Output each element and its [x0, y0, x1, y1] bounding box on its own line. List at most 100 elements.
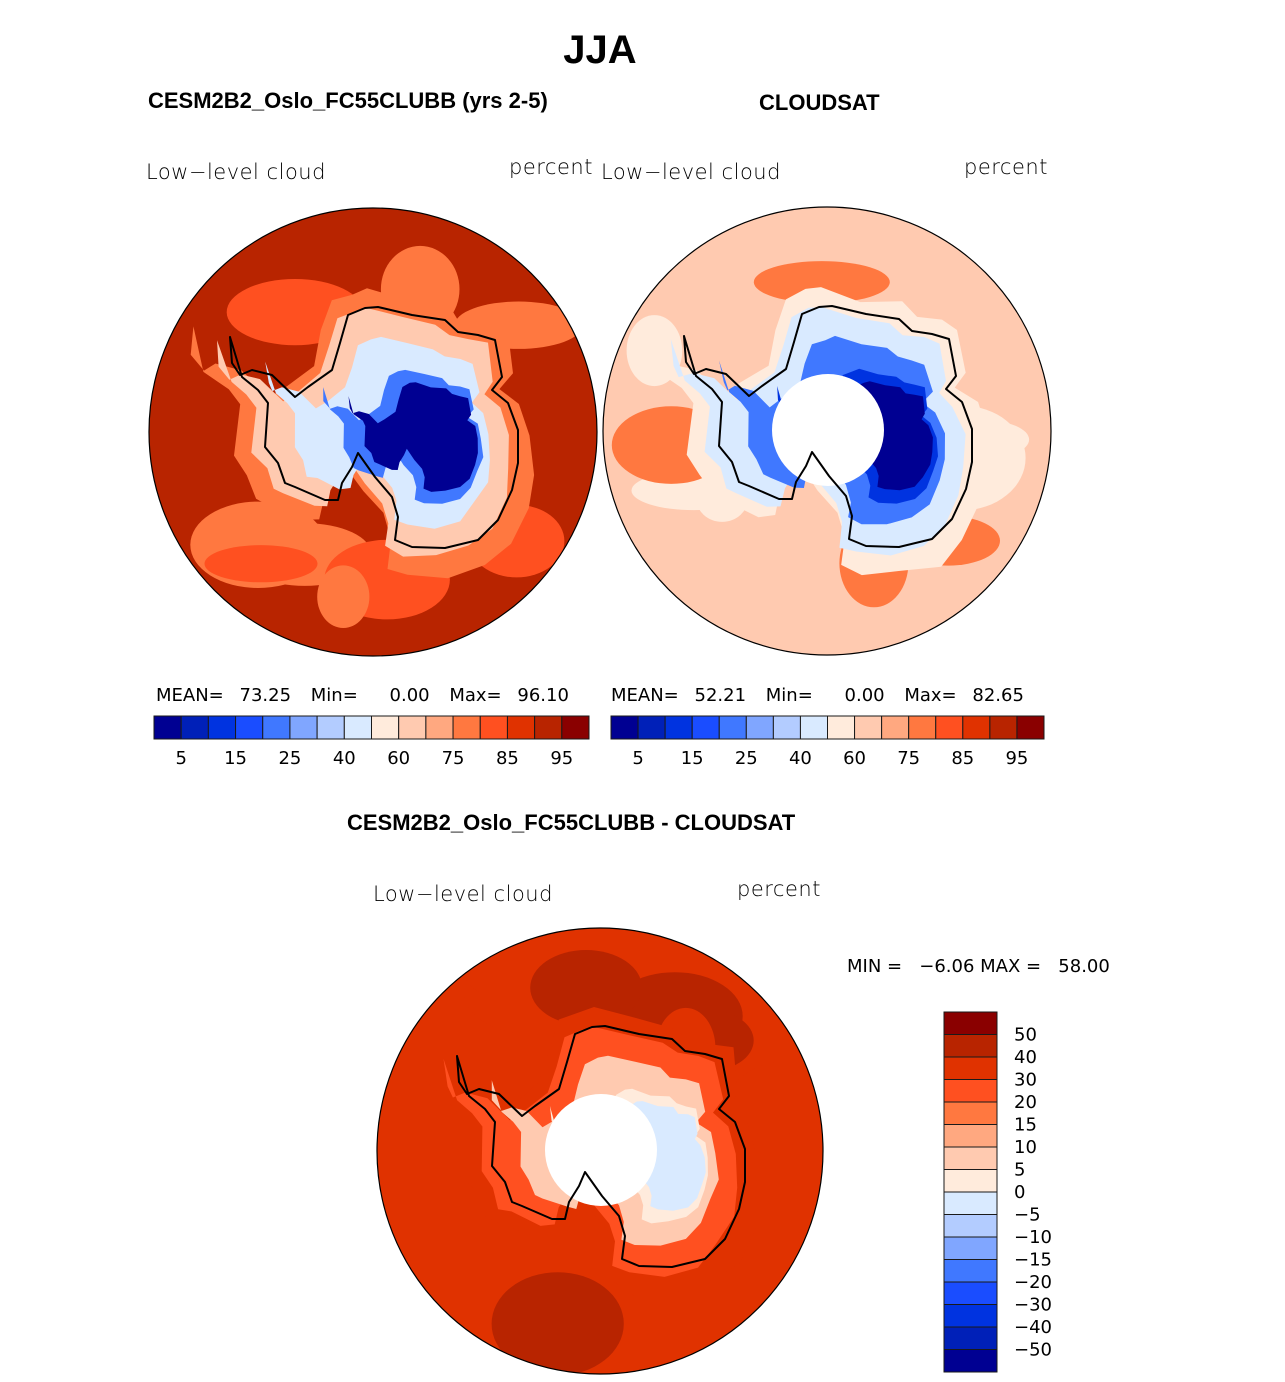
- colorbar-box: [343, 715, 372, 740]
- colorbar-model: 5 15 25 40 60 75 85 95: [153, 715, 590, 769]
- colorbar-box: [262, 715, 291, 740]
- colorbar-tick-label: 85: [951, 748, 974, 769]
- map-boundary-model: [148, 207, 598, 657]
- colorbar-tick-label: −30: [1014, 1295, 1052, 1316]
- colorbar-box: [316, 715, 345, 740]
- panel-title-model: CESM2B2_Oslo_FC55CLUBB (yrs 2-5): [148, 88, 548, 113]
- colorbar-box: [943, 1079, 998, 1103]
- colorbar-tick-label: 25: [735, 748, 758, 769]
- max-label: Max=: [904, 685, 957, 706]
- colorbar-tick-label: 60: [843, 748, 866, 769]
- variable-label-diff: Low−level cloud: [373, 882, 553, 906]
- min-label: Min=: [310, 685, 358, 706]
- colorbar-box: [425, 715, 454, 740]
- colorbar-box: [943, 1281, 998, 1305]
- colorbar-tick-label: 20: [1014, 1092, 1037, 1113]
- units-label-model: percent: [509, 155, 593, 179]
- colorbar-box: [561, 715, 590, 740]
- colorbar-obs: 5 15 25 40 60 75 85 95: [610, 715, 1045, 769]
- figure-title: JJA: [563, 28, 637, 72]
- colorbar-box: [827, 715, 856, 740]
- units-label-obs: percent: [964, 155, 1048, 179]
- map-boundary-obs: [602, 206, 1052, 656]
- colorbar-box: [772, 715, 801, 740]
- colorbar-box: [180, 715, 209, 740]
- coastline-model: [229, 306, 519, 549]
- min-value: 0.00: [844, 685, 885, 706]
- min-value: 0.00: [389, 685, 430, 706]
- colorbar-tick-label: 25: [278, 748, 301, 769]
- colorbar-box: [452, 715, 481, 740]
- colorbar-box: [207, 715, 237, 740]
- colorbar-box: [943, 1349, 998, 1373]
- colorbar-tick-label: 5: [175, 748, 186, 769]
- max-value: 96.10: [517, 685, 569, 706]
- coastline-obs: [683, 305, 973, 548]
- colorbar-box: [691, 715, 720, 740]
- field-patch: [491, 1272, 624, 1374]
- mean-label: MEAN=: [611, 685, 679, 706]
- colorbar-box: [943, 1124, 998, 1148]
- max-label: Max=: [449, 685, 502, 706]
- colorbar-box: [935, 715, 964, 740]
- colorbar-box: [943, 1056, 998, 1080]
- colorbar-tick-label: 40: [789, 748, 812, 769]
- stats-model: MEAN= 73.25 Min= 0.00 Max= 96.10: [156, 685, 569, 706]
- polar-data-gap: [545, 1094, 657, 1206]
- colorbar-tick-label: 95: [1005, 748, 1028, 769]
- min-label: Min=: [765, 685, 813, 706]
- colorbar-box: [943, 1236, 998, 1260]
- colorbar-box: [854, 715, 883, 740]
- colorbar-tick-label: 5: [1014, 1160, 1025, 1181]
- field-patch: [317, 565, 370, 628]
- map-obs: [603, 207, 1051, 655]
- colorbar-box: [371, 715, 400, 740]
- colorbar-tick-label: −15: [1014, 1250, 1052, 1271]
- colorbar-tick-label: 75: [897, 748, 920, 769]
- colorbar-box: [718, 715, 747, 740]
- colorbar-box: [881, 715, 910, 740]
- colorbar-box: [943, 1169, 998, 1193]
- colorbar-tick-label: 95: [550, 748, 573, 769]
- colorbar-tick-label: 15: [681, 748, 704, 769]
- colorbar-tick-label: −50: [1014, 1340, 1052, 1361]
- colorbar-box: [943, 1146, 998, 1170]
- colorbar-tick-label: 85: [496, 748, 519, 769]
- colorbar-box: [943, 1034, 998, 1058]
- colorbar-tick-label: 0: [1014, 1182, 1025, 1203]
- stats-diff: MIN = −6.06 MAX = 58.00: [847, 956, 1110, 977]
- colorbar-tick-label: −10: [1014, 1227, 1052, 1248]
- colorbar-box: [235, 715, 264, 740]
- colorbar-box: [534, 715, 563, 740]
- field-patch: [530, 950, 642, 1026]
- colorbar-tick-label: 75: [442, 748, 465, 769]
- colorbar-tick-label: 5: [632, 748, 643, 769]
- colorbar-box: [799, 715, 828, 740]
- colorbar-box: [479, 715, 508, 740]
- colorbar-box: [943, 1326, 998, 1350]
- mean-label: MEAN=: [156, 685, 224, 706]
- map-model: [149, 208, 597, 656]
- units-label-diff: percent: [737, 877, 821, 901]
- colorbar-tick-label: −5: [1014, 1205, 1041, 1226]
- colorbar-box: [989, 715, 1018, 740]
- colorbar-box: [398, 715, 427, 740]
- colorbar-box: [943, 1214, 998, 1238]
- colorbar-tick-label: −40: [1014, 1317, 1052, 1338]
- colorbar-tick-label: −20: [1014, 1272, 1052, 1293]
- variable-label-model: Low−level cloud: [146, 160, 326, 184]
- colorbar-box: [153, 715, 182, 740]
- colorbar-box: [943, 1191, 998, 1215]
- max-value: 82.65: [972, 685, 1024, 706]
- field-patch: [204, 545, 318, 583]
- polar-data-gap: [772, 374, 884, 486]
- colorbar-box: [745, 715, 774, 740]
- stats-obs: MEAN= 52.21 Min= 0.00 Max= 82.65: [611, 685, 1024, 706]
- colorbar-box: [506, 715, 536, 740]
- variable-label-obs: Low−level cloud: [601, 160, 781, 184]
- map-boundary-diff: [376, 927, 824, 1375]
- panel-title-diff: CESM2B2_Oslo_FC55CLUBB - CLOUDSAT: [347, 810, 796, 835]
- colorbar-tick-label: 40: [333, 748, 356, 769]
